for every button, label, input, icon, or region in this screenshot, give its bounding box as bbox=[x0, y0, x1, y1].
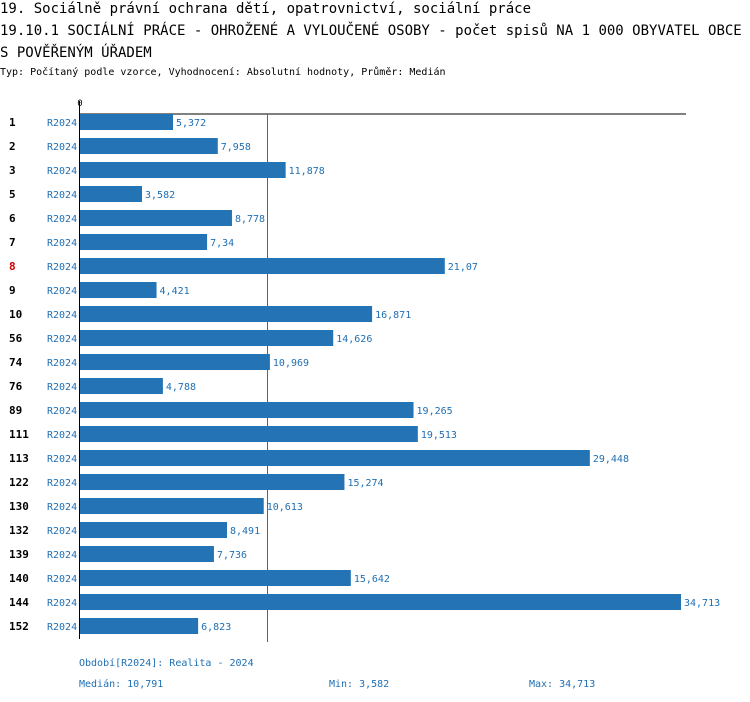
bar bbox=[80, 210, 232, 226]
data-label: 8,491 bbox=[230, 526, 260, 537]
period-label: R2024 bbox=[47, 454, 77, 465]
bar bbox=[80, 162, 286, 178]
data-label: 8,778 bbox=[235, 214, 265, 225]
median-summary: Medián: 10,791 bbox=[79, 679, 164, 690]
bar bbox=[80, 282, 157, 298]
period-label: R2024 bbox=[47, 406, 77, 417]
category-label: 111 bbox=[9, 428, 29, 441]
period-label: R2024 bbox=[47, 238, 77, 249]
data-label: 16,871 bbox=[375, 310, 411, 321]
period-label: R2024 bbox=[47, 166, 77, 177]
data-label: 19,265 bbox=[417, 406, 453, 417]
bar bbox=[80, 570, 351, 586]
data-label: 6,823 bbox=[201, 622, 231, 633]
bar bbox=[80, 546, 214, 562]
bar bbox=[80, 330, 334, 346]
category-label: 5 bbox=[9, 188, 16, 201]
category-label: 8 bbox=[9, 260, 16, 273]
period-label: R2024 bbox=[47, 574, 77, 585]
period-label: R2024 bbox=[47, 382, 77, 393]
period-note: Období[R2024]: Realita - 2024 bbox=[79, 658, 254, 669]
data-label: 10,969 bbox=[273, 358, 309, 369]
category-label: 122 bbox=[9, 476, 29, 489]
category-label: 7 bbox=[9, 236, 16, 249]
bar bbox=[80, 354, 270, 370]
period-label: R2024 bbox=[47, 310, 77, 321]
period-label: R2024 bbox=[47, 190, 77, 201]
data-label: 7,34 bbox=[210, 238, 234, 249]
data-label: 19,513 bbox=[421, 430, 457, 441]
category-label: 139 bbox=[9, 548, 29, 561]
data-label: 10,613 bbox=[267, 502, 303, 513]
category-label: 74 bbox=[9, 356, 23, 369]
bar bbox=[80, 594, 681, 610]
period-label: R2024 bbox=[47, 622, 77, 633]
period-label: R2024 bbox=[47, 262, 77, 273]
category-label: 132 bbox=[9, 524, 29, 537]
bar bbox=[80, 498, 264, 514]
period-label: R2024 bbox=[47, 214, 77, 225]
data-label: 7,736 bbox=[217, 550, 247, 561]
category-label: 140 bbox=[9, 572, 29, 585]
category-label: 76 bbox=[9, 380, 23, 393]
category-label: 56 bbox=[9, 332, 23, 345]
bar bbox=[80, 378, 163, 394]
period-label: R2024 bbox=[47, 430, 77, 441]
data-label: 21,07 bbox=[448, 262, 478, 273]
period-label: R2024 bbox=[47, 358, 77, 369]
bar bbox=[80, 186, 143, 202]
data-label: 11,878 bbox=[289, 166, 325, 177]
category-label: 10 bbox=[9, 308, 22, 321]
category-label: 89 bbox=[9, 404, 22, 417]
category-label: 1 bbox=[9, 116, 16, 129]
bar bbox=[80, 450, 590, 466]
data-label: 34,713 bbox=[684, 598, 720, 609]
min-summary: Min: 3,582 bbox=[329, 679, 390, 690]
bar bbox=[80, 402, 414, 418]
period-label: R2024 bbox=[47, 286, 77, 297]
category-label: 3 bbox=[9, 164, 16, 177]
bar bbox=[80, 258, 445, 274]
data-label: 7,958 bbox=[221, 142, 251, 153]
period-label: R2024 bbox=[47, 334, 77, 345]
data-label: 15,642 bbox=[354, 574, 390, 585]
section-title: 19. Sociálně právní ochrana dětí, opatro… bbox=[0, 1, 532, 17]
bar bbox=[80, 234, 208, 250]
period-label: R2024 bbox=[47, 502, 77, 513]
period-label: R2024 bbox=[47, 478, 77, 489]
bar bbox=[80, 138, 218, 154]
category-label: 113 bbox=[9, 452, 29, 465]
period-label: R2024 bbox=[47, 526, 77, 537]
data-label: 15,274 bbox=[347, 478, 383, 489]
data-label: 14,626 bbox=[336, 334, 372, 345]
category-label: 130 bbox=[9, 500, 29, 513]
category-label: 6 bbox=[9, 212, 16, 225]
category-label: 2 bbox=[9, 140, 16, 153]
bar bbox=[80, 474, 345, 490]
period-label: R2024 bbox=[47, 550, 77, 561]
max-summary: Max: 34,713 bbox=[529, 679, 596, 690]
data-label: 3,582 bbox=[145, 190, 175, 201]
bar bbox=[80, 522, 228, 538]
bar bbox=[80, 306, 373, 322]
bar bbox=[80, 426, 418, 442]
period-label: R2024 bbox=[47, 118, 77, 129]
period-label: R2024 bbox=[47, 142, 77, 153]
data-label: 4,788 bbox=[166, 382, 196, 393]
data-label: 5,372 bbox=[176, 118, 206, 129]
bar bbox=[80, 114, 174, 130]
category-label: 9 bbox=[9, 284, 16, 297]
type-description: Typ: Počítaný podle vzorce, Vyhodnocení:… bbox=[0, 67, 446, 78]
period-label: R2024 bbox=[47, 598, 77, 609]
bar bbox=[80, 618, 199, 634]
category-label: 152 bbox=[9, 620, 29, 633]
data-label: 4,421 bbox=[160, 286, 190, 297]
indicator-title: 19.10.1 SOCIÁLNÍ PRÁCE - OHROŽENÉ A VYLO… bbox=[0, 23, 742, 61]
category-label: 144 bbox=[9, 596, 29, 609]
data-label: 29,448 bbox=[593, 454, 629, 465]
